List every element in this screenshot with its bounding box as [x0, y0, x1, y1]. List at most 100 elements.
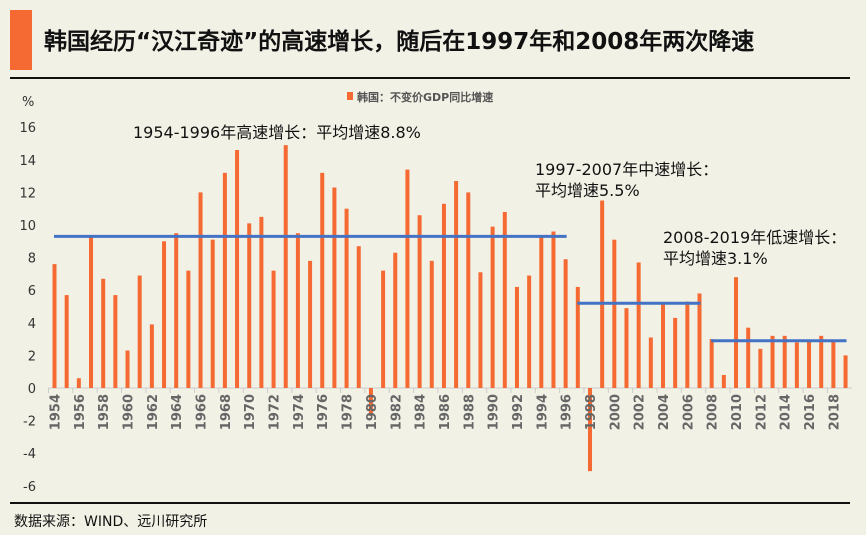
y-tick-label: 6 — [28, 284, 36, 299]
bar — [332, 187, 337, 388]
bar — [527, 275, 532, 388]
bar — [356, 246, 361, 388]
bar — [89, 236, 94, 388]
average-annotation: 1997-2007年中速增长： — [535, 160, 718, 179]
bar — [587, 388, 592, 472]
x-tick-label: 1994 — [535, 394, 550, 430]
legend-label: 韩国：不变价GDP同比增速 — [357, 90, 493, 104]
bar — [186, 270, 191, 388]
bar — [600, 200, 605, 388]
x-tick-label: 2002 — [633, 394, 648, 430]
bar — [648, 337, 653, 388]
bar — [734, 277, 739, 388]
bar — [441, 203, 446, 388]
bar — [673, 317, 678, 388]
x-tick-label: 1996 — [560, 394, 575, 430]
bar — [174, 233, 179, 388]
bar — [794, 342, 799, 388]
bar — [758, 348, 763, 388]
x-tick-label: 2008 — [706, 394, 721, 430]
bar — [429, 260, 434, 388]
bar — [283, 145, 288, 388]
bar — [661, 303, 665, 388]
page-title: 韩国经历“汉江奇迹”的高速增长，随后在1997年和2008年两次降速 — [44, 29, 755, 55]
bar — [162, 241, 167, 388]
y-tick-label: -2 — [23, 415, 36, 430]
y-tick-label: 14 — [19, 154, 36, 169]
bar — [685, 301, 690, 388]
bar — [320, 172, 325, 388]
average-annotation: 平均增速3.1% — [663, 249, 768, 268]
title-divider — [10, 77, 850, 79]
x-tick-label: 1990 — [487, 394, 502, 430]
bar — [64, 295, 69, 388]
y-tick-label: 4 — [28, 317, 36, 332]
x-tick-label: 1966 — [195, 394, 210, 430]
bar — [368, 388, 373, 416]
bar — [551, 231, 556, 388]
y-tick-label: 16 — [19, 121, 36, 136]
bar — [502, 211, 507, 388]
x-tick-label: 1984 — [414, 394, 429, 430]
x-tick-label: 2018 — [827, 394, 842, 430]
bar — [612, 239, 617, 388]
x-tick-label: 1998 — [584, 394, 599, 430]
bar — [770, 335, 775, 388]
bar — [807, 340, 812, 388]
bar — [831, 340, 836, 388]
x-tick-label: 1982 — [389, 394, 404, 430]
bar — [697, 293, 702, 388]
bar — [709, 339, 714, 388]
bar — [137, 275, 142, 388]
y-tick-label: -6 — [23, 480, 36, 495]
bar — [52, 264, 57, 388]
bar — [198, 192, 203, 388]
x-tick-label: 1974 — [292, 394, 307, 430]
bar — [381, 270, 386, 388]
x-tick-label: 2004 — [657, 394, 672, 430]
footer-divider — [10, 502, 850, 504]
x-tick-label: 1960 — [122, 394, 137, 430]
y-tick-label: -4 — [23, 447, 36, 462]
bar — [417, 215, 422, 388]
x-tick-label: 1962 — [146, 394, 161, 430]
bar — [259, 216, 264, 388]
bar — [210, 239, 215, 388]
x-tick-label: 2010 — [730, 394, 745, 430]
x-tick-label: 1980 — [365, 394, 380, 430]
bar — [393, 252, 398, 388]
y-tick-label: 2 — [28, 349, 36, 364]
x-tick-label: 1976 — [316, 394, 331, 430]
bar — [235, 150, 240, 388]
bar — [222, 172, 227, 388]
bar — [782, 335, 787, 388]
x-tick-label: 1978 — [341, 394, 356, 430]
source-note: 数据来源：WIND、远川研究所 — [14, 514, 208, 530]
average-annotation: 平均增速5.5% — [535, 181, 640, 200]
x-tick-label: 1964 — [170, 394, 185, 430]
bar — [405, 169, 410, 388]
x-tick-label: 1968 — [219, 394, 234, 430]
y-axis-unit: % — [22, 95, 34, 110]
bar — [819, 335, 824, 388]
bar — [271, 270, 276, 388]
bar — [843, 355, 848, 388]
y-tick-label: 8 — [28, 252, 36, 267]
bar — [563, 259, 568, 388]
title-accent-bar — [10, 10, 32, 70]
x-tick-label: 2014 — [779, 394, 794, 430]
bar — [478, 272, 483, 388]
x-tick-label: 1986 — [438, 394, 453, 430]
bar — [721, 374, 726, 388]
y-tick-label: 12 — [19, 186, 36, 201]
x-tick-label: 1958 — [97, 394, 112, 430]
y-tick-label: 10 — [19, 219, 36, 234]
x-tick-label: 1972 — [268, 394, 283, 430]
bar — [466, 192, 471, 388]
x-tick-label: 1988 — [462, 394, 477, 430]
bar — [344, 208, 349, 388]
x-tick-label: 2000 — [608, 394, 623, 430]
bar — [113, 295, 118, 388]
x-tick-label: 1970 — [243, 394, 258, 430]
